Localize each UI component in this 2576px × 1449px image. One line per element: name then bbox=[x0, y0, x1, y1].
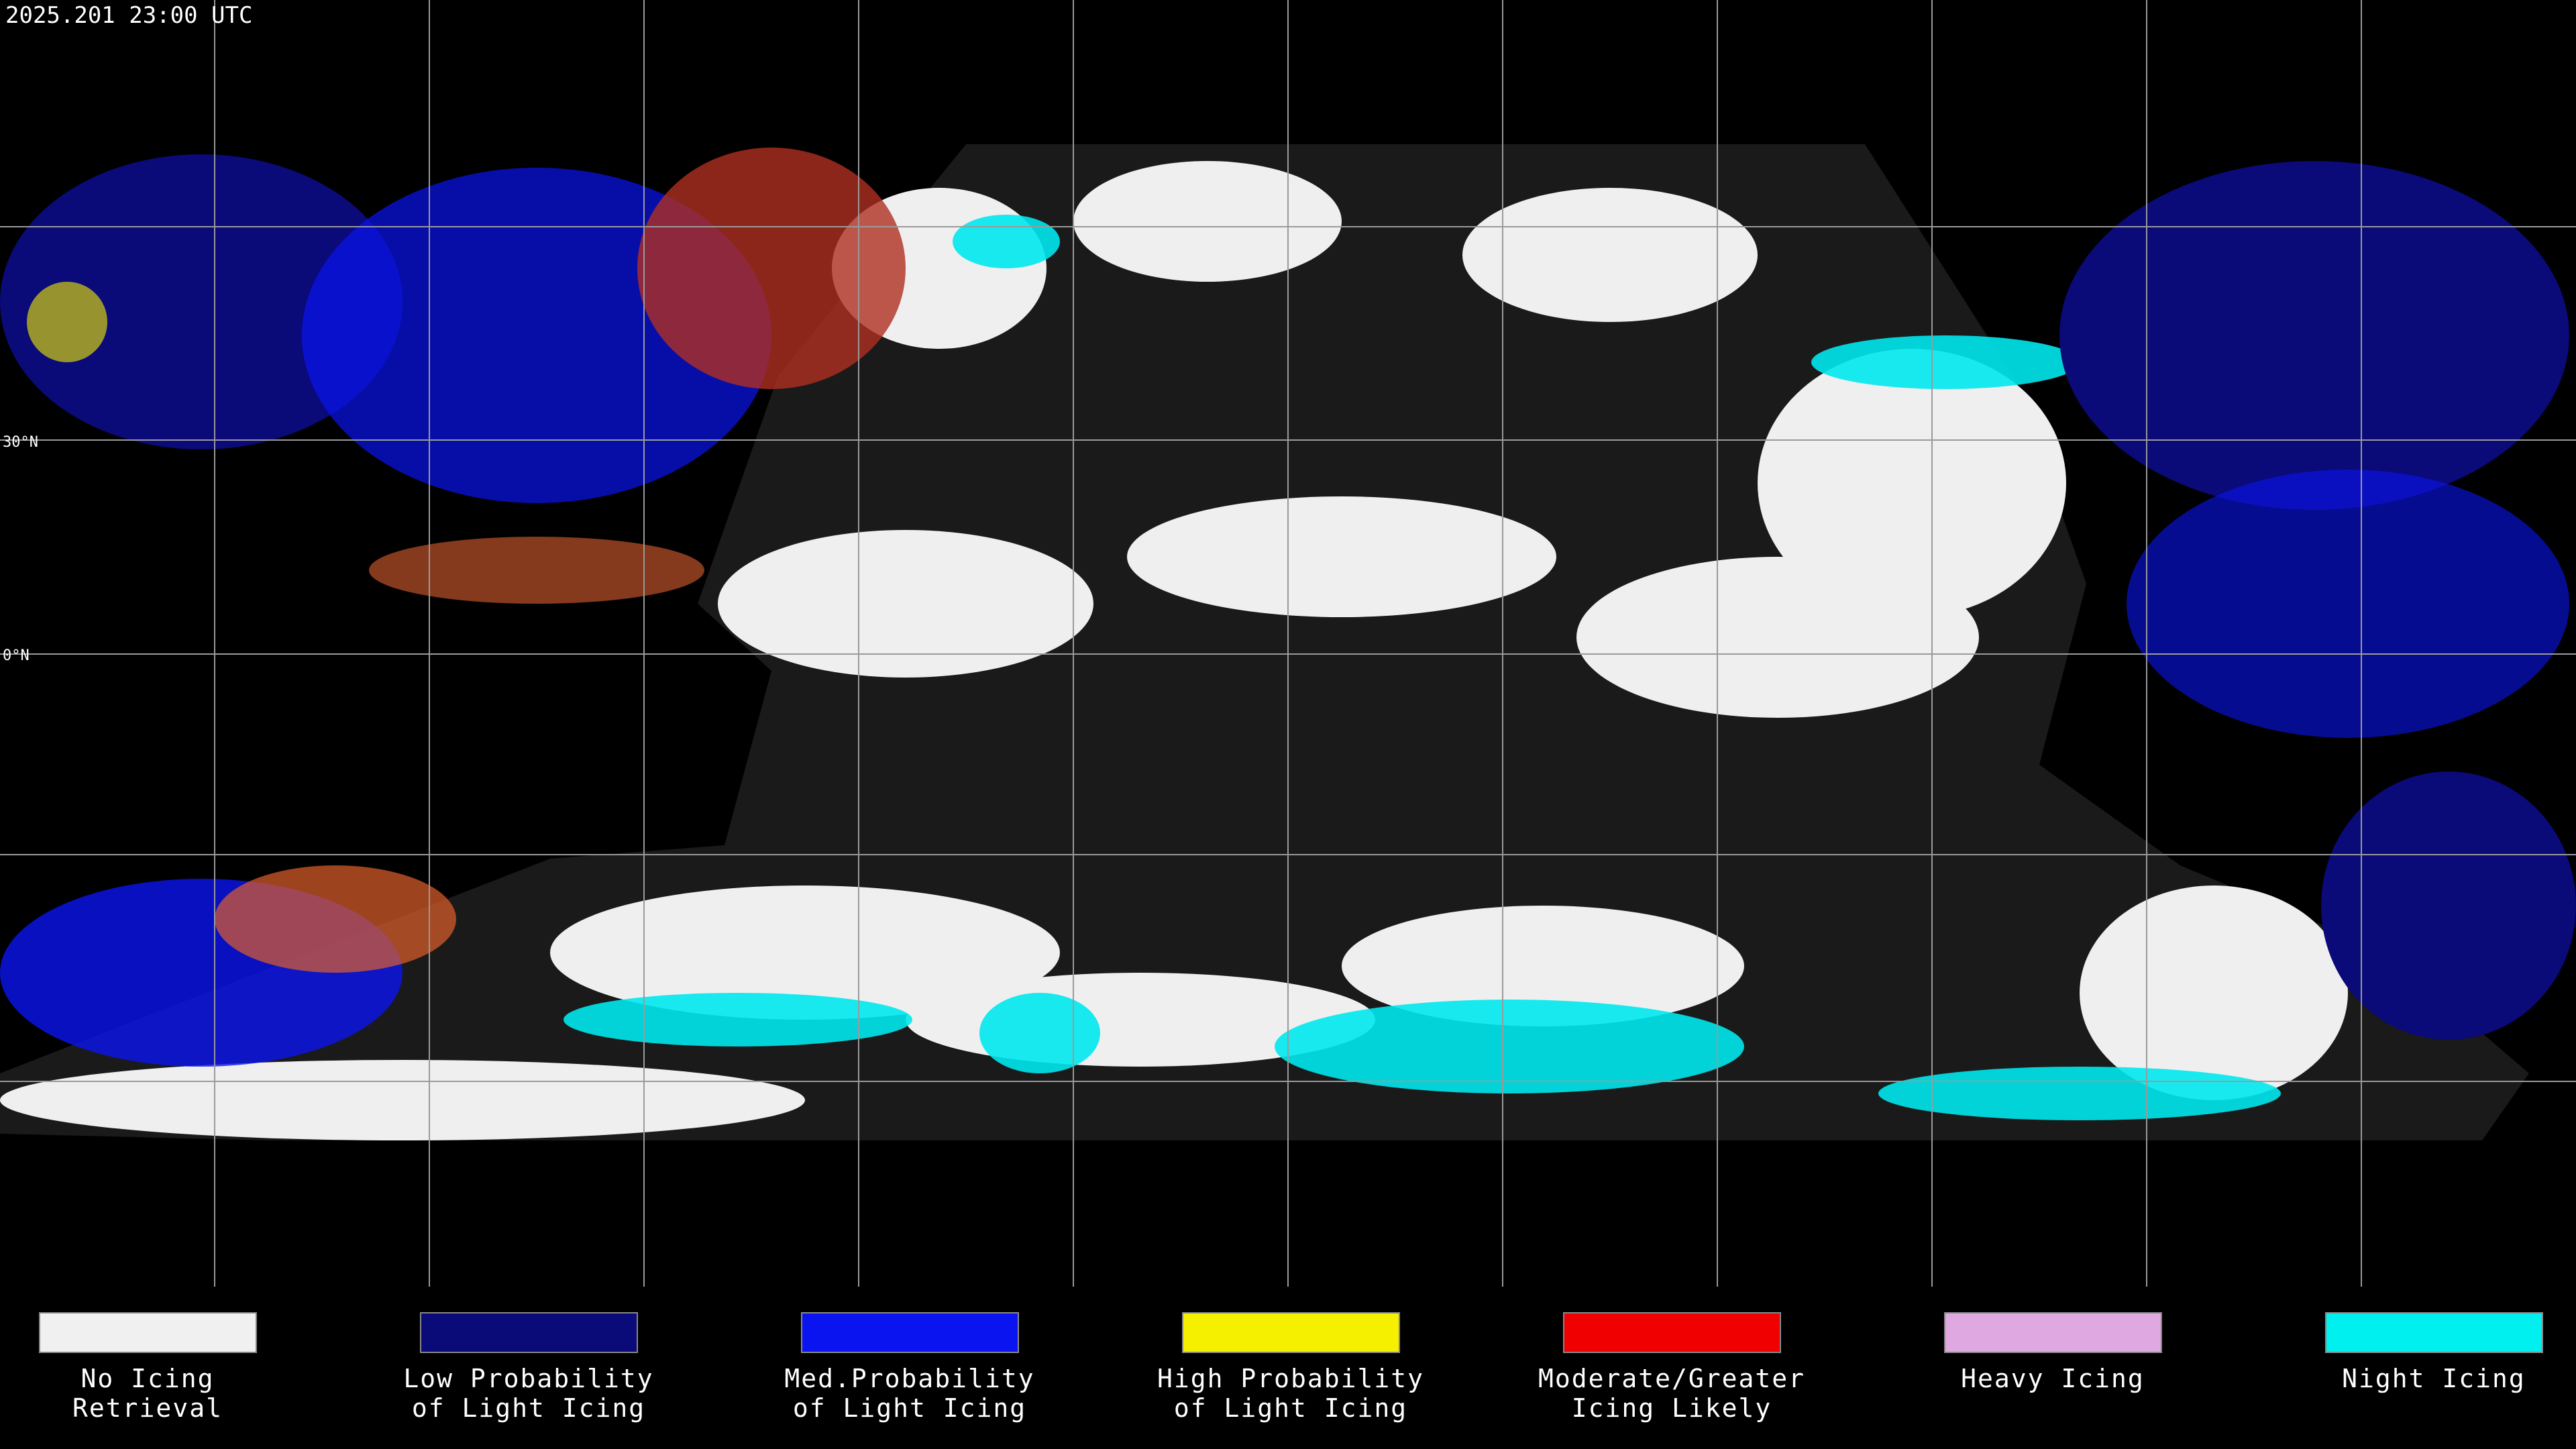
legend-label: Heavy Icing bbox=[1961, 1364, 2145, 1393]
graticule bbox=[0, 0, 2576, 1287]
legend-label: of Light Icing bbox=[793, 1393, 1026, 1423]
legend-label: of Light Icing bbox=[1174, 1393, 1407, 1423]
lat-label: 0°N bbox=[3, 647, 30, 664]
legend-label: Night Icing bbox=[2342, 1364, 2526, 1393]
icing-probability-areas bbox=[0, 148, 2576, 1067]
legend-label: of Light Icing bbox=[412, 1393, 645, 1423]
lat-label: 30°N bbox=[3, 434, 38, 451]
legend-label: Icing Likely bbox=[1572, 1393, 1772, 1423]
legend-swatch bbox=[801, 1312, 1019, 1353]
legend-swatch bbox=[1182, 1312, 1400, 1353]
legend-swatch bbox=[2325, 1312, 2543, 1353]
legend-swatch bbox=[1944, 1312, 2162, 1353]
legend-swatch bbox=[1563, 1312, 1781, 1353]
legend-label: Retrieval bbox=[72, 1393, 223, 1423]
legend-label: High Probability bbox=[1157, 1364, 1424, 1393]
legend-label: Low Probability bbox=[403, 1364, 653, 1393]
timestamp: 2025.201 23:00 UTC bbox=[5, 2, 252, 29]
map: 2025.201 23:00 UTC 30°N 0°N bbox=[0, 0, 2576, 1287]
legend-label: Moderate/Greater bbox=[1538, 1364, 1805, 1393]
night-icing-clouds bbox=[564, 215, 2281, 1120]
legend-label: No Icing bbox=[80, 1364, 214, 1393]
legend-swatch bbox=[420, 1312, 638, 1353]
legend-swatch bbox=[39, 1312, 257, 1353]
legend-label: Med.Probability bbox=[784, 1364, 1034, 1393]
